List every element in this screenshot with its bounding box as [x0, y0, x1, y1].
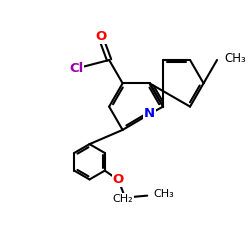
Text: CH₂: CH₂ [112, 194, 133, 204]
Text: CH₃: CH₃ [153, 190, 174, 200]
Text: N: N [144, 108, 155, 120]
Text: Cl: Cl [69, 62, 83, 75]
Text: O: O [95, 30, 106, 43]
Text: O: O [113, 174, 124, 186]
Text: CH₃: CH₃ [224, 52, 246, 65]
